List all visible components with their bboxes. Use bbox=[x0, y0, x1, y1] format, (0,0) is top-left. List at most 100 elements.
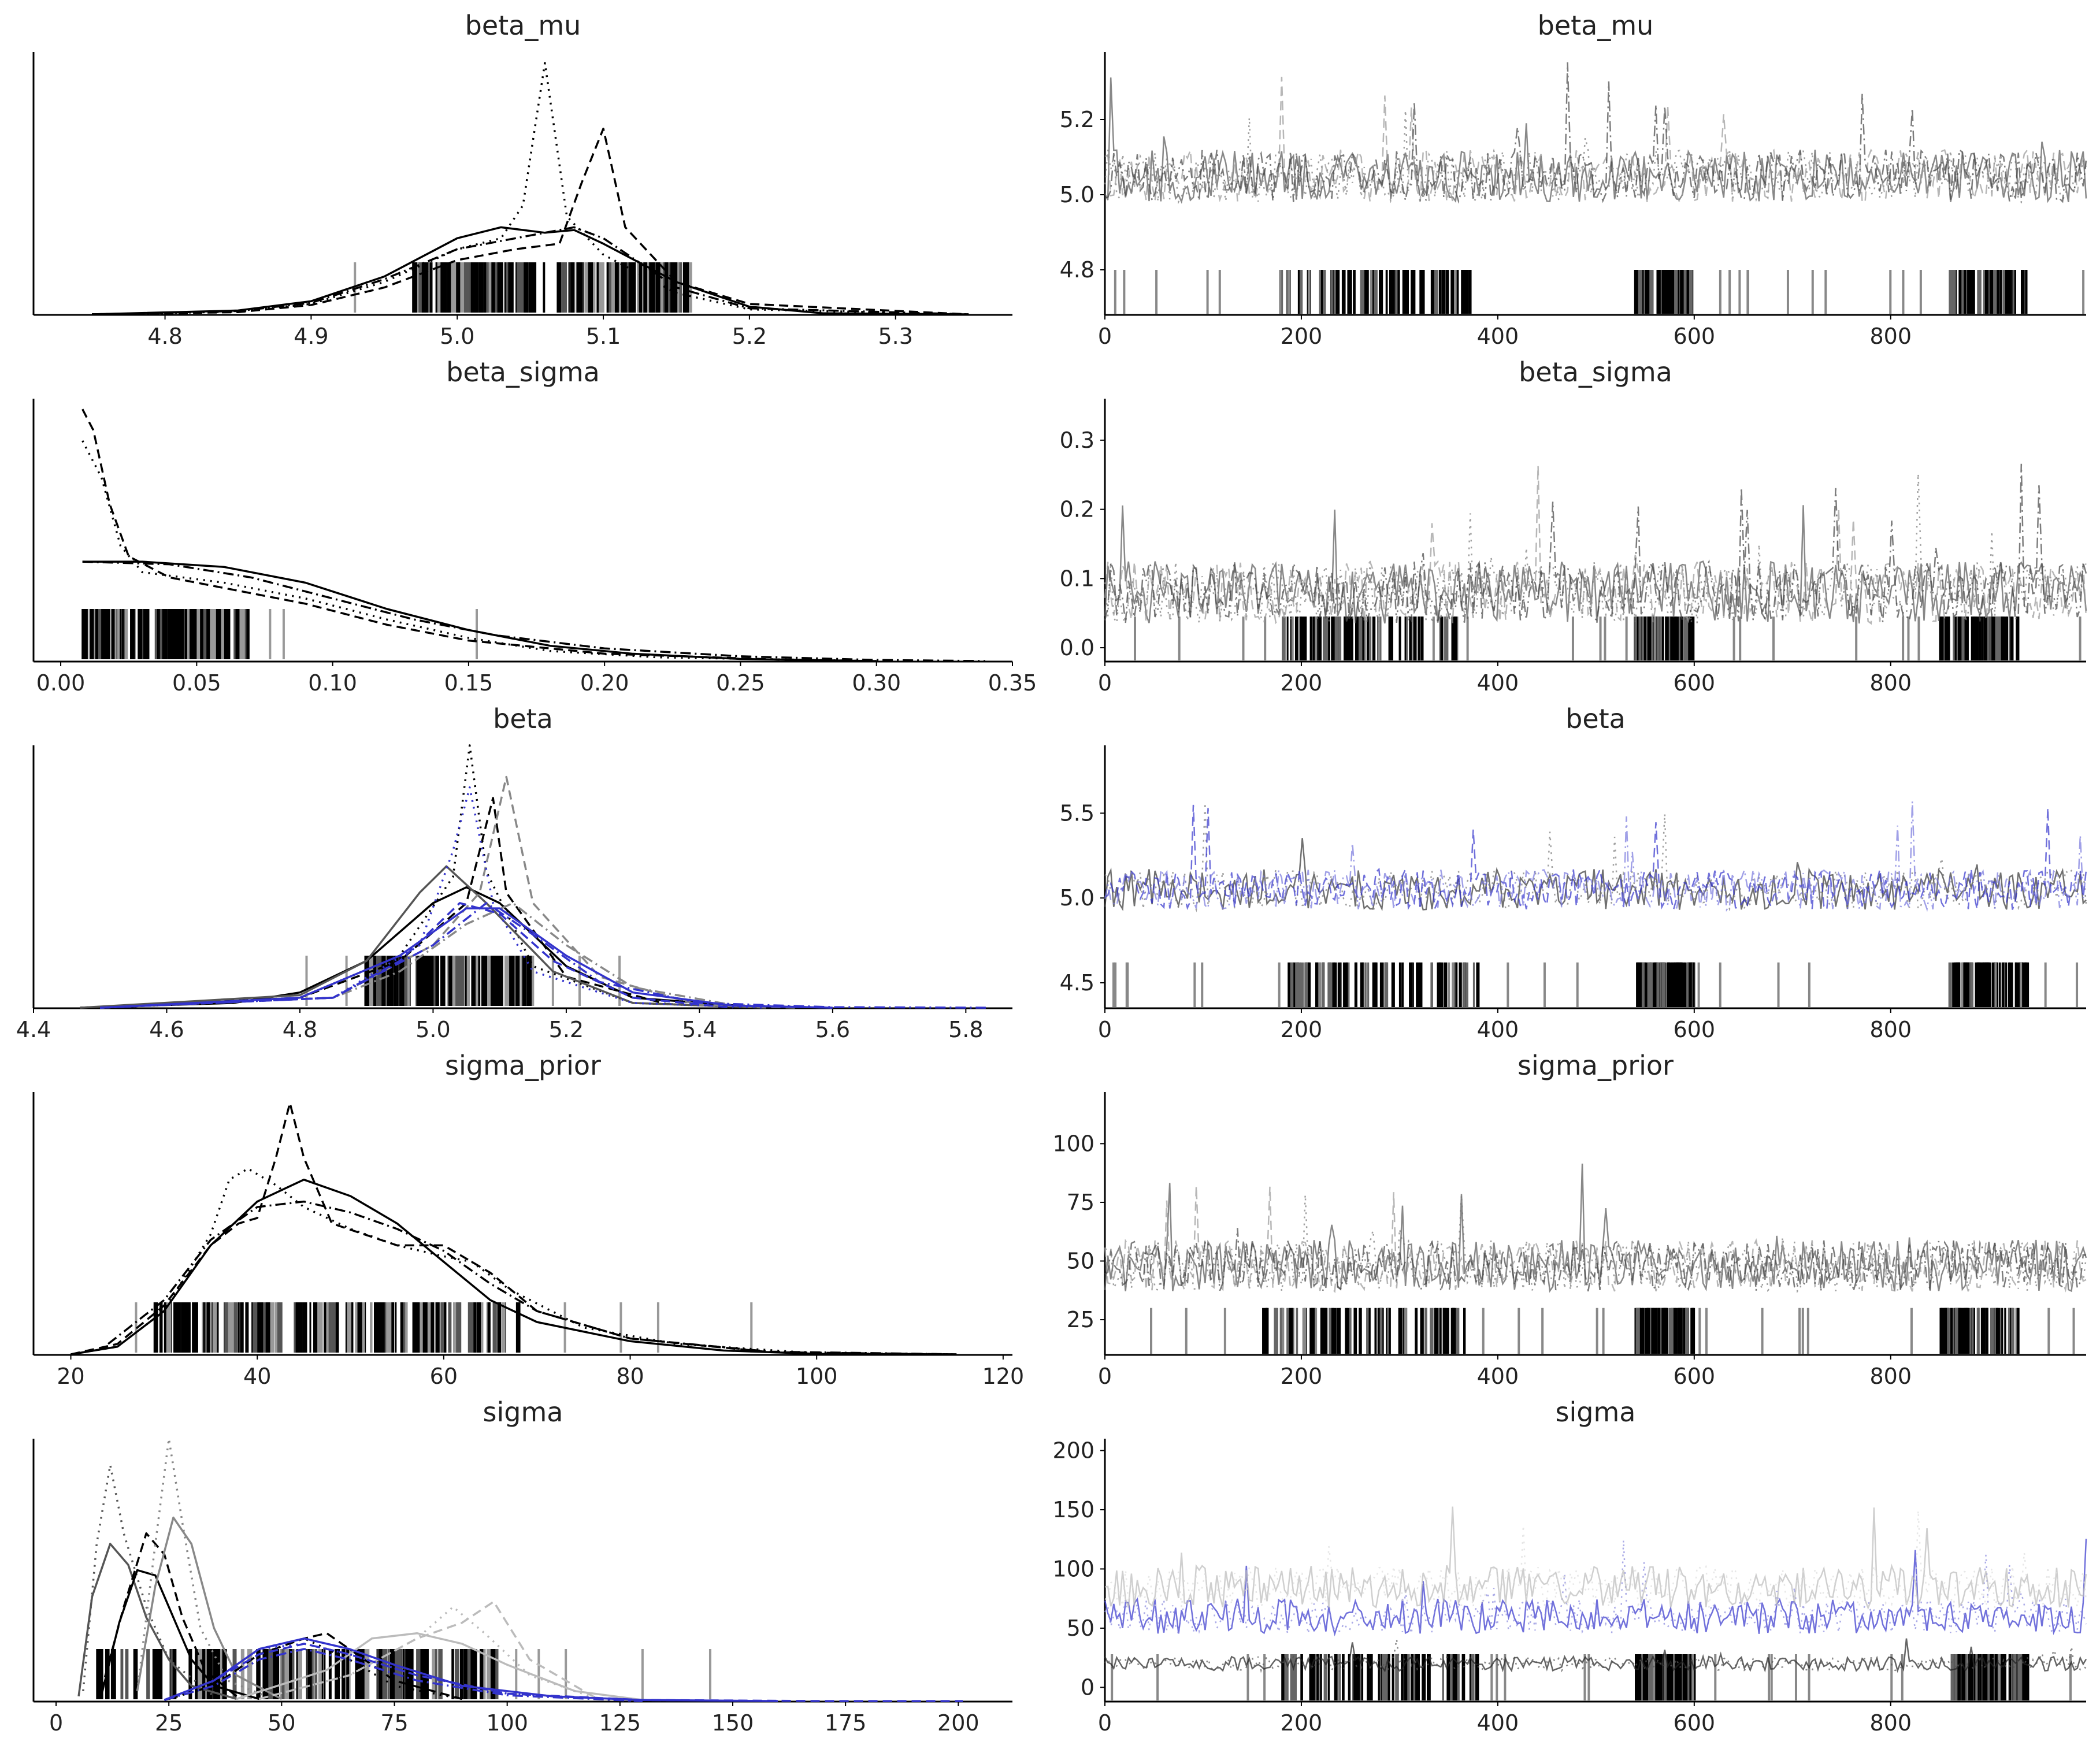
panel-title: beta_sigma bbox=[446, 356, 600, 388]
trace-line bbox=[1104, 505, 2087, 624]
trace-line bbox=[1104, 838, 2087, 912]
trace-line bbox=[1104, 1638, 2087, 1673]
trace-line bbox=[1104, 1510, 2087, 1610]
density-curve bbox=[82, 560, 985, 662]
density-curve bbox=[107, 1200, 957, 1355]
density-curve bbox=[81, 408, 822, 662]
trace-line bbox=[1104, 76, 2087, 204]
x-tick-label: 400 bbox=[1477, 1364, 1519, 1389]
density-panel-beta-mu: beta_mu 4.8 4.9 5.0 5.1 5.2 5.3 bbox=[32, 10, 1012, 349]
x-tick-label: 400 bbox=[1477, 324, 1519, 349]
x-tick-label: 200 bbox=[1281, 324, 1323, 349]
panel-title: sigma_prior bbox=[1518, 1050, 1674, 1081]
x-tick-label: 0 bbox=[1098, 1017, 1112, 1042]
trace-line bbox=[1104, 110, 2087, 205]
density-curve bbox=[71, 1178, 957, 1355]
x-tick-label: 600 bbox=[1674, 1017, 1716, 1042]
density-curve bbox=[92, 62, 969, 315]
x-tick-label: 600 bbox=[1674, 324, 1716, 349]
density-panel-sigma-prior: sigma_prior 20 40 60 80 100 120 bbox=[32, 1050, 1025, 1389]
x-tick-label: 0.15 bbox=[444, 670, 494, 696]
x-tick-label: 0 bbox=[1098, 1710, 1112, 1736]
x-tick-label: 75 bbox=[380, 1710, 408, 1736]
trace-line bbox=[1104, 1539, 2087, 1637]
trace-line bbox=[1104, 1194, 2087, 1293]
density-curve bbox=[236, 1632, 643, 1702]
x-tick-label: 4.8 bbox=[283, 1017, 317, 1042]
density-curve bbox=[164, 1643, 963, 1702]
x-tick-label: 4.8 bbox=[147, 324, 182, 349]
panel-title: beta_mu bbox=[1538, 10, 1654, 41]
x-tick-label: 0 bbox=[1098, 670, 1112, 696]
x-tick-label: 200 bbox=[1281, 1017, 1323, 1042]
trace-line bbox=[1104, 465, 2087, 625]
trace-line bbox=[1104, 803, 2087, 913]
y-tick-label: 0.2 bbox=[1060, 497, 1094, 522]
x-tick-label: 5.0 bbox=[440, 324, 474, 349]
panel-title: sigma bbox=[1556, 1397, 1636, 1428]
trace-panel-beta: beta 0 200 400 600 800 4.5 5.0 5.5 bbox=[1060, 703, 2087, 1042]
x-tick-label: 5.8 bbox=[948, 1017, 983, 1042]
x-tick-label: 200 bbox=[937, 1710, 979, 1736]
y-tick-label: 5.0 bbox=[1060, 885, 1094, 911]
x-tick-label: 400 bbox=[1477, 1017, 1519, 1042]
x-tick-label: 175 bbox=[825, 1710, 867, 1736]
trace-line bbox=[1104, 1506, 2087, 1610]
x-tick-label: 5.2 bbox=[732, 324, 767, 349]
x-tick-label: 5.1 bbox=[586, 324, 621, 349]
x-tick-label: 0 bbox=[1098, 1364, 1112, 1389]
x-tick-label: 800 bbox=[1869, 1710, 1912, 1736]
panel-title: beta bbox=[493, 703, 553, 734]
trace-panel-beta-mu: beta_mu 0 200 400 600 800 4.8 5.0 5.2 bbox=[1060, 10, 2087, 349]
x-tick-label: 120 bbox=[982, 1364, 1025, 1389]
panel-title: sigma_prior bbox=[445, 1050, 601, 1081]
x-tick-label: 200 bbox=[1281, 670, 1323, 696]
density-curve bbox=[80, 865, 766, 1009]
density-panel-sigma: sigma 0 25 50 75 100 125 150 175 200 bbox=[32, 1397, 1012, 1736]
density-curve bbox=[168, 1632, 463, 1700]
x-tick-label: 125 bbox=[599, 1710, 641, 1736]
x-tick-label: 40 bbox=[243, 1364, 271, 1389]
y-tick-label: 100 bbox=[1052, 1556, 1094, 1581]
density-panel-beta-sigma: beta_sigma 0.00 0.05 0.10 0.15 0.20 0.25 0.30 0.… bbox=[32, 356, 1037, 696]
panel-title: beta bbox=[1565, 703, 1626, 734]
x-tick-label: 5.4 bbox=[682, 1017, 717, 1042]
x-tick-label: 5.3 bbox=[878, 324, 913, 349]
x-tick-label: 600 bbox=[1674, 670, 1716, 696]
density-curve bbox=[100, 775, 800, 1009]
y-tick-label: 50 bbox=[1067, 1249, 1094, 1274]
x-tick-label: 800 bbox=[1869, 670, 1912, 696]
trace-panel-sigma-prior: sigma_prior 0 200 400 600 800 25 50 75 100 bbox=[1052, 1050, 2087, 1389]
x-tick-label: 400 bbox=[1477, 670, 1519, 696]
trace-line bbox=[1104, 1228, 2087, 1293]
x-tick-label: 0.05 bbox=[172, 670, 221, 696]
density-curve bbox=[92, 226, 969, 315]
x-tick-label: 4.4 bbox=[16, 1017, 51, 1042]
panel-title: sigma bbox=[483, 1397, 563, 1428]
panel-title: beta_sigma bbox=[1519, 356, 1672, 388]
density-curve bbox=[80, 744, 766, 1009]
x-tick-label: 600 bbox=[1674, 1364, 1716, 1389]
x-tick-label: 20 bbox=[57, 1364, 84, 1389]
y-tick-label: 0 bbox=[1081, 1674, 1094, 1700]
y-tick-label: 200 bbox=[1052, 1438, 1094, 1463]
density-curve bbox=[100, 907, 833, 1009]
trace-panel-sigma: sigma 0 200 400 600 800 0 50 100 150 200 bbox=[1052, 1397, 2087, 1736]
y-tick-label: 150 bbox=[1052, 1497, 1094, 1522]
x-tick-label: 100 bbox=[486, 1710, 528, 1736]
x-tick-label: 0.30 bbox=[852, 670, 901, 696]
x-tick-label: 5.2 bbox=[549, 1017, 584, 1042]
x-tick-label: 4.6 bbox=[149, 1017, 184, 1042]
trace-panel-beta-sigma: beta_sigma 0 200 400 600 800 0.0 0.1 0.2 0.3 bbox=[1060, 356, 2087, 696]
y-tick-label: 100 bbox=[1052, 1131, 1094, 1156]
y-tick-label: 0.1 bbox=[1060, 566, 1094, 591]
density-curve bbox=[100, 786, 766, 1009]
x-tick-label: 0 bbox=[1098, 324, 1112, 349]
x-tick-label: 5.6 bbox=[815, 1017, 850, 1042]
density-curve bbox=[136, 1516, 283, 1700]
x-tick-label: 80 bbox=[616, 1364, 644, 1389]
x-tick-label: 0.25 bbox=[716, 670, 765, 696]
x-tick-label: 0 bbox=[49, 1710, 63, 1736]
y-tick-label: 5.5 bbox=[1060, 800, 1094, 826]
density-curve bbox=[92, 127, 969, 315]
